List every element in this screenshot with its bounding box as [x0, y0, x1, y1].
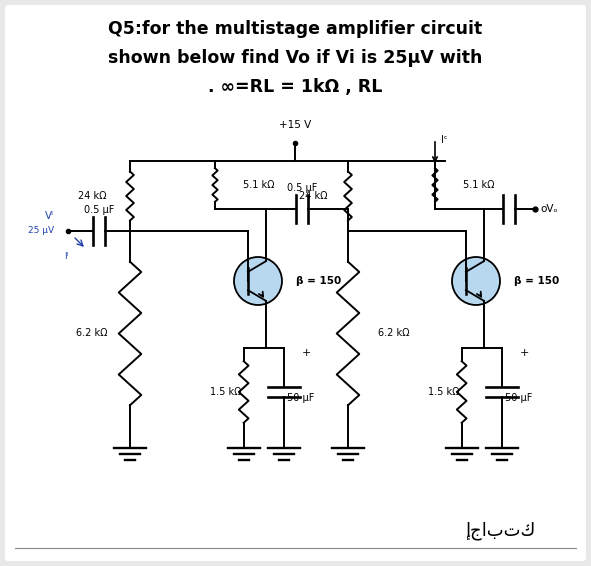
- Text: Q5:for the multistage amplifier circuit: Q5:for the multistage amplifier circuit: [108, 20, 482, 38]
- Text: Iᶜ: Iᶜ: [441, 135, 447, 145]
- Text: 6.2 kΩ: 6.2 kΩ: [378, 328, 410, 338]
- Text: 50 μF: 50 μF: [287, 393, 314, 403]
- Text: 1.5 kΩ: 1.5 kΩ: [210, 387, 242, 397]
- Text: 24 kΩ: 24 kΩ: [298, 191, 327, 201]
- Text: إجابتك: إجابتك: [465, 522, 535, 541]
- Circle shape: [234, 257, 282, 305]
- Text: 5.1 kΩ: 5.1 kΩ: [463, 180, 495, 190]
- Text: β = 150: β = 150: [514, 276, 559, 286]
- Text: 6.2 kΩ: 6.2 kΩ: [76, 328, 108, 338]
- Text: β = 150: β = 150: [296, 276, 341, 286]
- Text: +: +: [519, 348, 529, 358]
- Text: . ∞=RL = 1kΩ , RL: . ∞=RL = 1kΩ , RL: [208, 78, 382, 96]
- FancyBboxPatch shape: [5, 5, 586, 561]
- Text: 24 kΩ: 24 kΩ: [78, 191, 106, 201]
- Text: +15 V: +15 V: [279, 120, 311, 130]
- Text: 25 μV: 25 μV: [28, 226, 54, 235]
- Text: 1.5 kΩ: 1.5 kΩ: [428, 387, 460, 397]
- Text: 50 μF: 50 μF: [505, 393, 532, 403]
- Circle shape: [452, 257, 500, 305]
- Text: 0.5 μF: 0.5 μF: [287, 183, 317, 193]
- Text: 5.1 kΩ: 5.1 kΩ: [243, 180, 274, 190]
- Text: +: +: [301, 348, 311, 358]
- Text: oVₒ: oVₒ: [540, 204, 558, 214]
- Text: 0.5 μF: 0.5 μF: [84, 205, 114, 215]
- Text: Vᴵ: Vᴵ: [45, 211, 54, 221]
- Text: Iᴵ: Iᴵ: [64, 252, 68, 261]
- Text: shown below find Vo if Vi is 25μV with: shown below find Vo if Vi is 25μV with: [108, 49, 482, 67]
